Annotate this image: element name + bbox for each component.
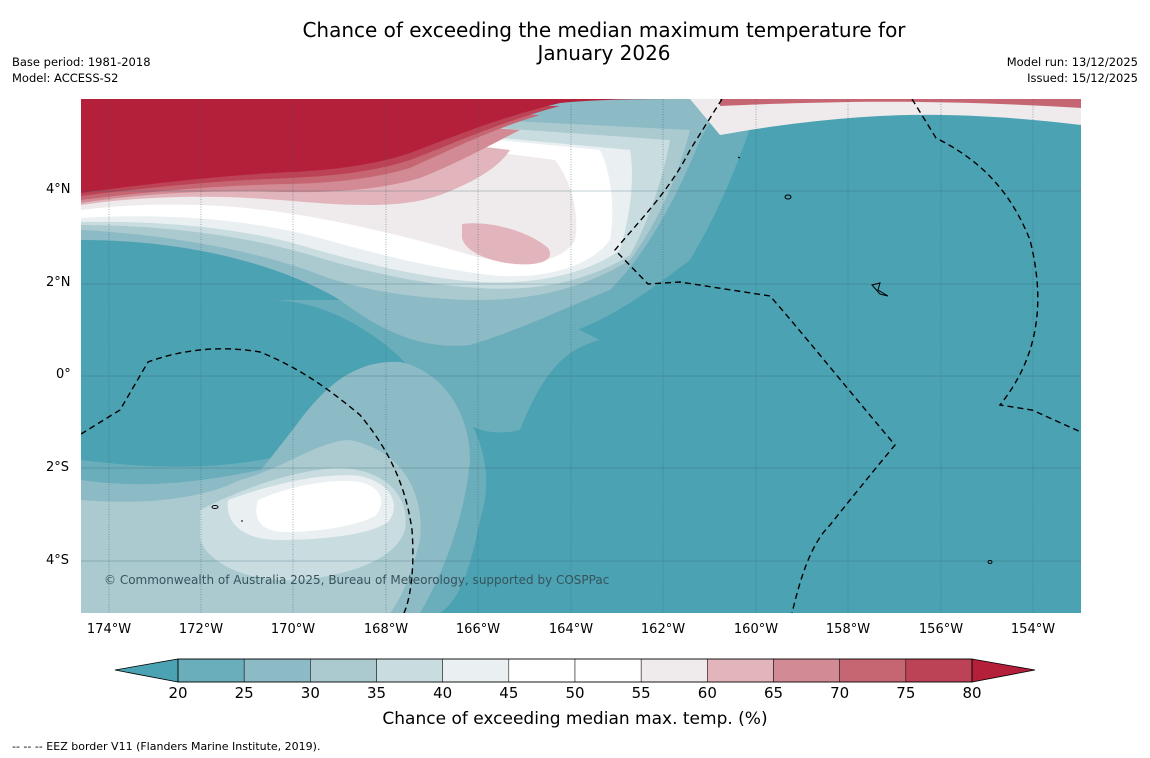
colorbar-segment bbox=[640, 658, 708, 683]
colorbar-segment bbox=[905, 658, 973, 683]
colorbar bbox=[114, 658, 1036, 683]
lon-label-154w: 154°W bbox=[1010, 622, 1056, 637]
map-area bbox=[81, 99, 1081, 613]
eez-borders bbox=[81, 99, 1081, 613]
colorbar-segment bbox=[177, 658, 245, 683]
lat-label-0: 0° bbox=[56, 367, 71, 382]
colorbar-tick-label: 55 bbox=[631, 684, 651, 702]
issued-date: Issued: 15/12/2025 bbox=[1027, 71, 1138, 85]
model-run: Model run: 13/12/2025 bbox=[1006, 55, 1138, 69]
islands bbox=[211, 156, 993, 564]
colorbar-tick-label: 25 bbox=[234, 684, 254, 702]
base-period: Base period: 1981-2018 bbox=[12, 55, 151, 69]
lon-label-164w: 164°W bbox=[548, 622, 594, 637]
colorbar-arrow-low bbox=[114, 658, 179, 683]
colorbar-tick-label: 35 bbox=[366, 684, 387, 702]
colorbar-segments bbox=[177, 658, 973, 683]
eez-legend-note: -- -- -- EEZ border V11 (Flanders Marine… bbox=[12, 740, 321, 753]
latitude-lines bbox=[81, 190, 1081, 562]
lat-label-4n: 4°N bbox=[46, 182, 71, 197]
lon-label-156w: 156°W bbox=[918, 622, 964, 637]
colorbar-segment bbox=[376, 658, 443, 683]
copyright-notice: © Commonwealth of Australia 2025, Bureau… bbox=[104, 573, 610, 587]
colorbar-tick-label: 65 bbox=[763, 684, 784, 702]
lon-label-168w: 168°W bbox=[363, 622, 409, 637]
title-line-2: January 2026 bbox=[537, 41, 671, 65]
colorbar-tick-label: 20 bbox=[168, 684, 188, 702]
lat-label-4s: 4°S bbox=[46, 553, 70, 568]
model-name: Model: ACCESS-S2 bbox=[12, 71, 119, 85]
lon-label-160w: 160°W bbox=[733, 622, 779, 637]
colorbar-tick-label: 40 bbox=[433, 684, 453, 702]
contour-80 bbox=[81, 99, 690, 193]
colorbar-label: Chance of exceeding median max. temp. (%… bbox=[382, 709, 768, 729]
colorbar-arrow-high bbox=[971, 658, 1036, 683]
colorbar-tick-label: 50 bbox=[565, 684, 585, 702]
graticule bbox=[108, 99, 1034, 613]
meta-right: Model run: 13/12/2025 Issued: 15/12/2025 bbox=[1007, 54, 1138, 86]
meta-left: Base period: 1981-2018 Model: ACCESS-S2 bbox=[12, 54, 151, 86]
lat-label-2n: 2°N bbox=[46, 275, 71, 290]
contour-60b bbox=[462, 223, 551, 265]
colorbar-segment bbox=[243, 658, 311, 683]
colorbar-tick-label: 30 bbox=[300, 684, 320, 702]
colorbar-segment bbox=[574, 658, 642, 683]
lon-label-170w: 170°W bbox=[270, 622, 316, 637]
lon-label-162w: 162°W bbox=[640, 622, 686, 637]
colorbar-segment bbox=[707, 658, 774, 683]
colorbar-tick-label: 60 bbox=[697, 684, 717, 702]
lon-label-166w: 166°W bbox=[455, 622, 501, 637]
colorbar-segment bbox=[839, 658, 907, 683]
contour-ne-warm bbox=[690, 99, 1081, 135]
contour-25b bbox=[270, 300, 600, 433]
colorbar-segment bbox=[508, 658, 576, 683]
colorbar-tick-label: 80 bbox=[962, 684, 982, 702]
colorbar-tick-label: 45 bbox=[499, 684, 519, 702]
contour-50b bbox=[256, 480, 382, 532]
colorbar-tick-label: 70 bbox=[830, 684, 850, 702]
lat-label-2s: 2°S bbox=[46, 460, 70, 475]
contour-ne-hot bbox=[720, 99, 1081, 108]
colorbar-segment bbox=[310, 658, 377, 683]
lon-label-174w: 174°W bbox=[86, 622, 132, 637]
title-line-1: Chance of exceeding the median maximum t… bbox=[302, 18, 906, 42]
lon-label-172w: 172°W bbox=[178, 622, 224, 637]
colorbar-segment bbox=[442, 658, 510, 683]
colorbar-segment bbox=[773, 658, 840, 683]
lon-label-158w: 158°W bbox=[825, 622, 871, 637]
map-title: Chance of exceeding the median maximum t… bbox=[200, 19, 1008, 65]
colorbar-tick-label: 75 bbox=[896, 684, 916, 702]
